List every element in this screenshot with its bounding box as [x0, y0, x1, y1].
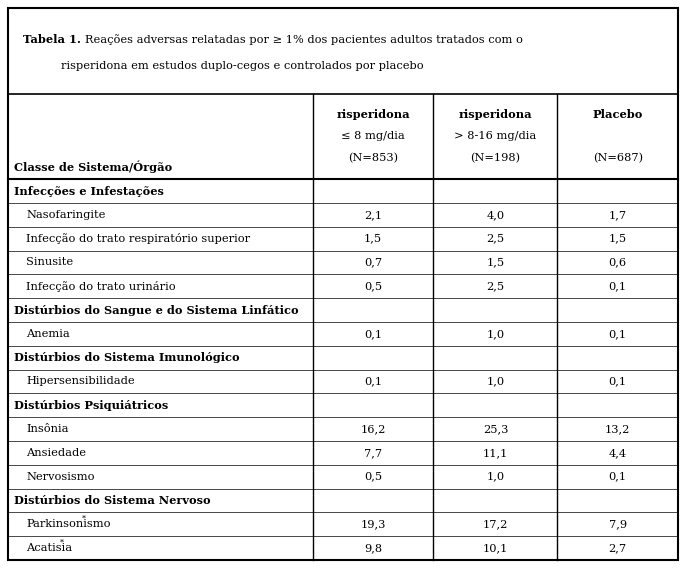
Text: risperidona: risperidona: [336, 110, 410, 120]
Text: Nervosismo: Nervosismo: [26, 471, 95, 482]
Text: 11,1: 11,1: [483, 448, 508, 458]
Text: *: *: [82, 515, 86, 523]
Text: 25,3: 25,3: [483, 424, 508, 434]
Text: Reações adversas relatadas por ≥ 1% dos pacientes adultos tratados com o: Reações adversas relatadas por ≥ 1% dos …: [85, 34, 523, 45]
Text: 1,7: 1,7: [608, 210, 627, 220]
Text: 0,1: 0,1: [608, 281, 627, 291]
Text: 16,2: 16,2: [360, 424, 386, 434]
Text: 2,1: 2,1: [364, 210, 382, 220]
Text: Nasofaringite: Nasofaringite: [26, 210, 106, 220]
Text: 13,2: 13,2: [605, 424, 630, 434]
Text: 0,7: 0,7: [364, 257, 382, 268]
Text: 1,0: 1,0: [486, 329, 504, 339]
Text: 4,0: 4,0: [486, 210, 504, 220]
Text: Infecção do trato respiratório superior: Infecção do trato respiratório superior: [26, 233, 250, 244]
Text: Acatisia: Acatisia: [26, 543, 72, 553]
Text: 7,7: 7,7: [364, 448, 382, 458]
Text: 0,5: 0,5: [364, 281, 382, 291]
Text: 0,6: 0,6: [608, 257, 627, 268]
Text: 0,5: 0,5: [364, 471, 382, 482]
Text: 1,0: 1,0: [486, 471, 504, 482]
Text: 19,3: 19,3: [360, 519, 386, 529]
Text: Distúrbios do Sistema Nervoso: Distúrbios do Sistema Nervoso: [14, 495, 211, 506]
Text: Hipersensibilidade: Hipersensibilidade: [26, 377, 134, 386]
Text: 9,8: 9,8: [364, 543, 382, 553]
Text: (N=687): (N=687): [593, 153, 643, 163]
Text: (N=198): (N=198): [471, 153, 521, 163]
Text: 2,5: 2,5: [486, 281, 504, 291]
Text: Distúrbios Psiquiátricos: Distúrbios Psiquiátricos: [14, 400, 168, 411]
Text: Distúrbios do Sangue e do Sistema Linfático: Distúrbios do Sangue e do Sistema Linfát…: [14, 304, 298, 316]
Text: risperidona em estudos duplo-cegos e controlados por placebo: risperidona em estudos duplo-cegos e con…: [61, 61, 424, 71]
Text: 0,1: 0,1: [608, 471, 627, 482]
Text: (N=853): (N=853): [348, 153, 398, 163]
Text: Infecção do trato urinário: Infecção do trato urinário: [26, 281, 176, 292]
Text: Ansiedade: Ansiedade: [26, 448, 86, 458]
Text: Tabela 1.: Tabela 1.: [23, 34, 81, 45]
Text: 0,1: 0,1: [364, 329, 382, 339]
Text: Infecções e Infestações: Infecções e Infestações: [14, 186, 164, 197]
Text: Classe de Sistema/Órgão: Classe de Sistema/Órgão: [14, 161, 172, 173]
Text: 10,1: 10,1: [483, 543, 508, 553]
Text: risperidona: risperidona: [459, 110, 532, 120]
Text: Sinusite: Sinusite: [26, 257, 73, 268]
Text: 0,1: 0,1: [608, 329, 627, 339]
Text: *: *: [60, 539, 64, 547]
Text: ≤ 8 mg/dia: ≤ 8 mg/dia: [341, 131, 405, 141]
Text: 1,5: 1,5: [364, 233, 382, 244]
Text: Placebo: Placebo: [593, 110, 643, 120]
Text: Anemia: Anemia: [26, 329, 70, 339]
Text: 4,4: 4,4: [608, 448, 627, 458]
Text: > 8-16 mg/dia: > 8-16 mg/dia: [454, 131, 536, 141]
Text: 7,9: 7,9: [608, 519, 627, 529]
Text: 1,5: 1,5: [486, 257, 504, 268]
Text: Parkinsonismo: Parkinsonismo: [26, 519, 110, 529]
Text: 1,5: 1,5: [608, 233, 627, 244]
Text: 17,2: 17,2: [483, 519, 508, 529]
Text: 2,5: 2,5: [486, 233, 504, 244]
Text: 0,1: 0,1: [608, 377, 627, 386]
Text: Distúrbios do Sistema Imunológico: Distúrbios do Sistema Imunológico: [14, 352, 239, 363]
Text: Insônia: Insônia: [26, 424, 69, 434]
Text: 2,7: 2,7: [608, 543, 627, 553]
Text: 0,1: 0,1: [364, 377, 382, 386]
Text: 1,0: 1,0: [486, 377, 504, 386]
